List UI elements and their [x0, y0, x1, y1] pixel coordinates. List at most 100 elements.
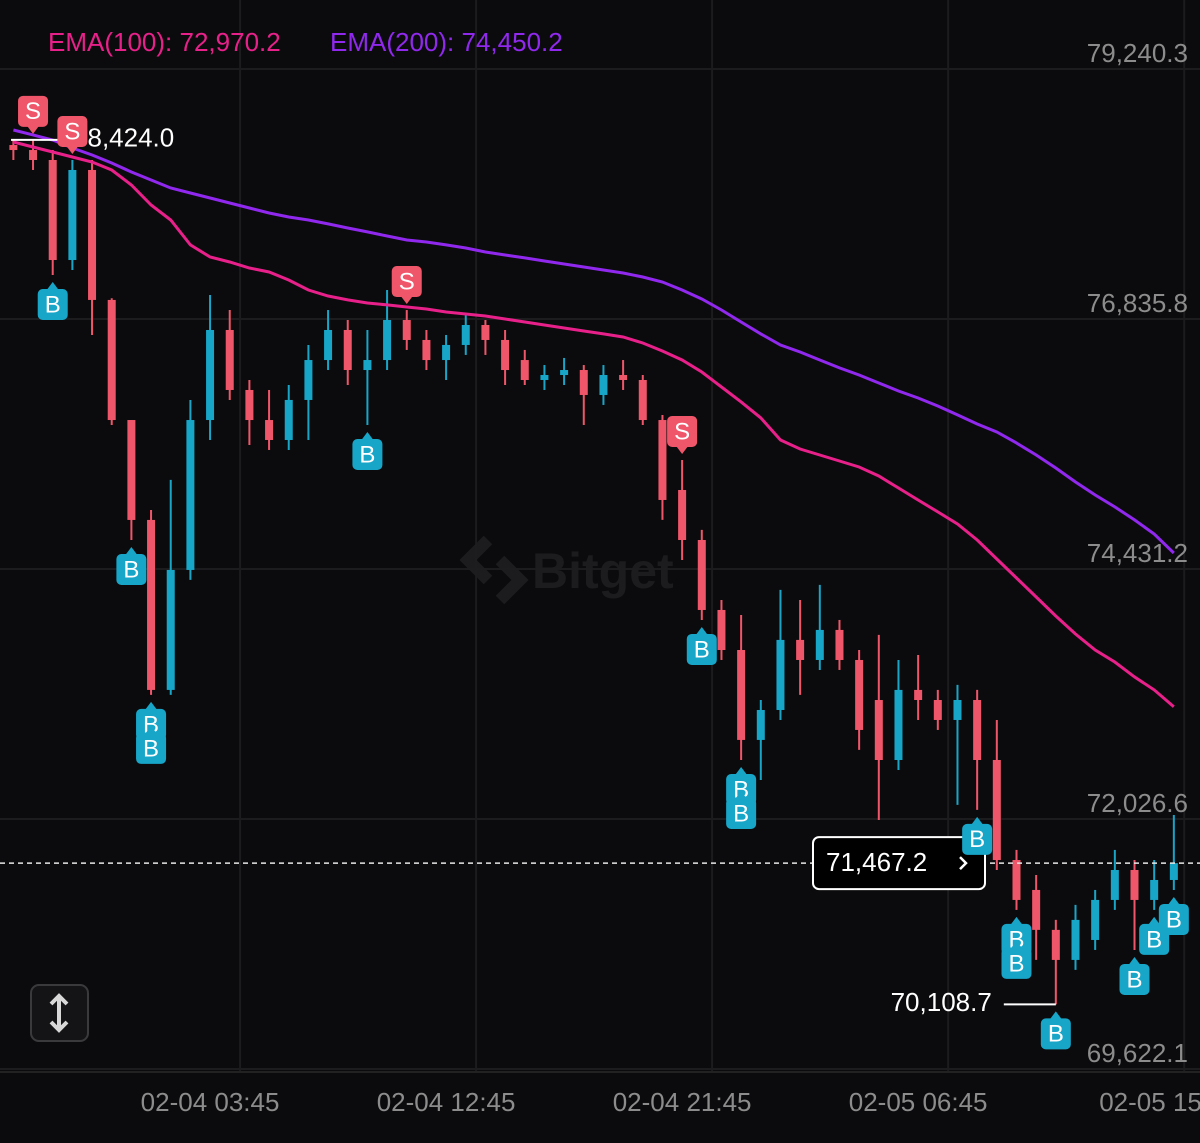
- candle-body: [540, 375, 549, 380]
- candle-body: [579, 370, 588, 395]
- candle-body: [914, 689, 923, 701]
- signal-label: B: [694, 636, 710, 663]
- signal-label: B: [733, 800, 749, 827]
- signal-label: B: [1166, 906, 1182, 933]
- signal-pointer: [46, 281, 59, 290]
- candle-body: [953, 700, 962, 720]
- candle-body: [992, 759, 1001, 861]
- signal: S: [391, 266, 422, 305]
- signal: S: [18, 95, 49, 134]
- candle-body: [560, 370, 569, 376]
- signal-label: S: [25, 98, 41, 125]
- ema-line: [13, 140, 1175, 708]
- legend: EMA(100): 72,970.2 EMA(200): 74,450.2: [48, 27, 563, 57]
- signal: S: [57, 116, 88, 155]
- signal-badge: [37, 288, 68, 320]
- candle-body: [29, 150, 38, 161]
- plot: 78,424.070,108.771,467.2SSSSBBBBBBBBBBBB…: [0, 95, 1200, 1050]
- candle-body: [383, 320, 392, 361]
- candle-body: [737, 649, 746, 740]
- candle-body: [422, 339, 431, 361]
- signal: B: [136, 725, 167, 764]
- signal-badge: [726, 797, 757, 829]
- candle-body: [265, 420, 274, 440]
- signal: B: [1040, 1011, 1071, 1050]
- candle-body: [678, 489, 687, 541]
- signal: B: [116, 547, 147, 586]
- candle-body: [756, 709, 765, 740]
- signal-pointer: [145, 725, 158, 734]
- scale-toggle-button[interactable]: [30, 984, 89, 1042]
- y-tick-label: 74,431.2: [1087, 538, 1188, 568]
- candle-body: [402, 320, 411, 340]
- signal-pointer: [1148, 916, 1161, 925]
- signal: B: [726, 790, 757, 829]
- x-tick-label: 02-04 12:45: [377, 1087, 516, 1117]
- ema-line: [13, 128, 1175, 555]
- legend-value: 72,970.2: [180, 27, 281, 57]
- legend-entry: EMA(100): 72,970.2: [48, 27, 281, 57]
- candle-body: [186, 420, 195, 570]
- signal-label: B: [45, 291, 61, 318]
- signal-pointer: [676, 445, 689, 454]
- candle-body: [933, 700, 942, 720]
- y-tick-label: 72,026.6: [1087, 788, 1188, 818]
- candle-body: [442, 344, 451, 361]
- signal-pointer: [1128, 956, 1141, 965]
- signal-pointer: [361, 432, 374, 441]
- signal-badge: [962, 823, 993, 855]
- signal-label: B: [123, 556, 139, 583]
- chevron: [959, 856, 968, 870]
- signal-pointer: [66, 146, 79, 155]
- watermark: Bitget: [459, 535, 674, 605]
- candle-body: [1091, 899, 1100, 940]
- signal-pointer: [971, 816, 984, 825]
- candle-body: [88, 169, 97, 300]
- watermark-text: Bitget: [532, 543, 674, 599]
- candle-body: [1051, 929, 1060, 960]
- candle-body: [520, 360, 529, 380]
- x-tick-label: 02-05 06:45: [849, 1087, 988, 1117]
- signal: B: [37, 281, 68, 320]
- candle-body: [68, 169, 77, 261]
- legend-name: EMA(200):: [330, 27, 454, 57]
- candle-body: [717, 609, 726, 650]
- legend-entry: EMA(200): 74,450.2: [330, 27, 563, 57]
- signal: B: [962, 816, 993, 855]
- signal: B: [1158, 896, 1189, 935]
- signal-label: B: [1146, 926, 1162, 953]
- candle-body: [658, 420, 667, 500]
- candle-body: [461, 324, 470, 345]
- last-price-tag[interactable]: 71,467.2: [812, 836, 986, 891]
- candle-body: [363, 360, 372, 371]
- candle-body: [619, 375, 628, 380]
- candle-body: [815, 629, 824, 660]
- candle-body: [697, 540, 706, 610]
- grid: [0, 0, 1200, 1072]
- signal-badge: [686, 633, 717, 665]
- signal-pointer: [1010, 916, 1023, 925]
- last-price-box: [812, 836, 986, 891]
- signal-pointer: [695, 626, 708, 635]
- signal-label: S: [674, 418, 690, 445]
- signal-badge: [136, 708, 167, 740]
- signal-badge: [726, 773, 757, 805]
- signal-pointer: [1010, 940, 1023, 949]
- high-marker-label: 78,424.0: [73, 123, 174, 153]
- y-tick-label: 76,835.8: [1087, 288, 1188, 318]
- candle-body: [1071, 919, 1080, 960]
- candle-body: [1169, 863, 1178, 880]
- signal: S: [667, 415, 698, 454]
- candle-body: [874, 700, 883, 760]
- signal-pointer: [27, 125, 40, 134]
- candle-body: [855, 659, 864, 730]
- signal-label: B: [1008, 950, 1024, 977]
- candle-body: [599, 375, 608, 395]
- signal-pointer: [735, 790, 748, 799]
- watermark-logo: [459, 535, 529, 605]
- signal-label: S: [399, 268, 415, 295]
- candle-body: [501, 339, 510, 371]
- candle-body: [225, 329, 234, 390]
- signal-label: B: [143, 735, 159, 762]
